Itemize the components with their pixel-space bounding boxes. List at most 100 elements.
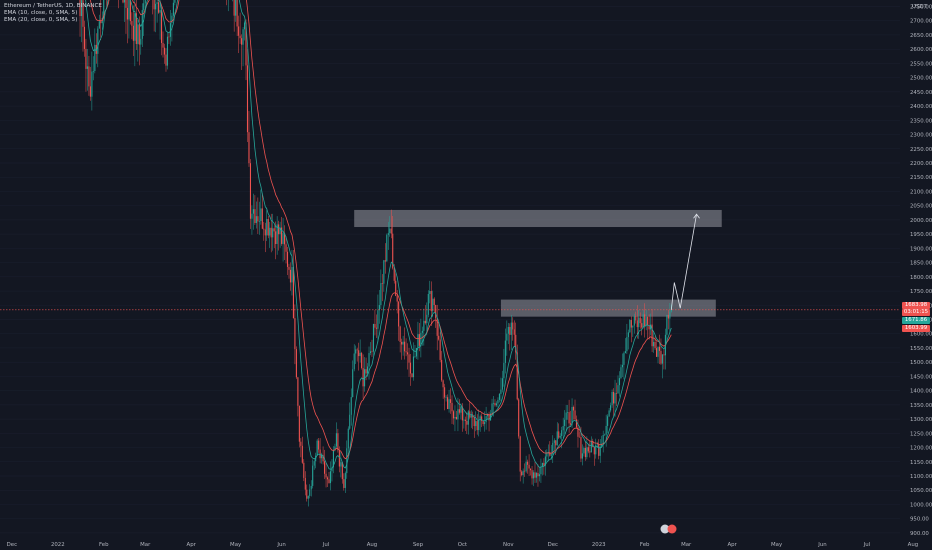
candle-body xyxy=(414,356,416,358)
candle-body xyxy=(567,412,569,413)
price-tick-label: 2050.00 xyxy=(910,204,932,210)
candle-body xyxy=(347,428,349,449)
candle-body xyxy=(427,293,429,315)
price-tick-label: 1100.00 xyxy=(910,474,932,480)
candle-body xyxy=(275,231,277,244)
zones xyxy=(354,209,722,317)
candle-body xyxy=(587,447,589,452)
candle-body xyxy=(455,416,458,420)
candle-body xyxy=(488,414,490,421)
candle-body xyxy=(261,208,263,229)
candle-body xyxy=(243,22,246,30)
candle-body xyxy=(328,479,330,484)
price-tick-label: 2250.00 xyxy=(910,147,932,153)
candle-body xyxy=(125,0,127,8)
candle-body xyxy=(506,333,508,341)
candle-body xyxy=(300,441,302,446)
candle-body xyxy=(584,447,586,458)
candle-body xyxy=(343,479,345,488)
price-tick-label: 1800.00 xyxy=(910,275,932,281)
time-tick-label: Apr xyxy=(187,542,197,548)
candle-body xyxy=(460,406,462,413)
candle-body xyxy=(621,364,623,368)
time-tick-label: Jul xyxy=(863,542,871,548)
candle-body xyxy=(143,3,145,11)
candle-body xyxy=(235,0,237,16)
candle-body xyxy=(531,470,533,479)
tradingview-logo-icon[interactable] xyxy=(660,524,678,534)
candle-body xyxy=(540,466,542,475)
candle-body xyxy=(436,318,438,336)
candle-body xyxy=(657,346,659,357)
candle-body xyxy=(338,450,340,467)
candle-body xyxy=(627,332,629,338)
candle-body xyxy=(476,421,478,431)
legend-ema-slow: EMA (20, close, 0, SMA, 5) xyxy=(4,17,78,23)
candle-body xyxy=(558,431,560,438)
candle-body xyxy=(340,462,342,467)
candle-body xyxy=(165,54,167,66)
resistance-zone xyxy=(500,299,716,317)
ema-lines xyxy=(85,0,672,470)
candle-body xyxy=(131,21,133,26)
candle-body xyxy=(316,440,318,456)
price-tick-label: 1150.00 xyxy=(910,460,932,466)
candle-body xyxy=(666,314,668,335)
time-tick-label: Sep xyxy=(413,542,424,548)
price-tick-label: 1600.00 xyxy=(910,332,932,338)
candle-body xyxy=(171,15,173,24)
candle-body xyxy=(604,434,606,436)
candle-body xyxy=(390,228,392,234)
candle-body xyxy=(669,311,671,319)
candle-body xyxy=(648,325,650,330)
candle-body xyxy=(654,341,656,349)
candle-body xyxy=(448,399,450,410)
candle-body xyxy=(667,314,669,319)
candle-body xyxy=(635,316,637,321)
candle-body xyxy=(365,369,367,374)
candle-body xyxy=(374,324,376,328)
candle-body xyxy=(433,298,435,305)
price-tick-label: 2550.00 xyxy=(910,61,932,67)
candle-body xyxy=(611,391,613,406)
candle-body xyxy=(610,405,612,411)
candle-body xyxy=(623,353,625,365)
candle-body xyxy=(371,351,373,352)
candle-body xyxy=(454,416,456,419)
candle-body xyxy=(633,316,635,326)
price-tick-label: 2100.00 xyxy=(910,189,932,195)
candle-body xyxy=(439,339,441,360)
candle-body xyxy=(530,468,532,471)
projection-arrowhead xyxy=(693,213,700,219)
candle-body xyxy=(276,224,278,244)
candle-body xyxy=(307,495,309,499)
candle-body xyxy=(404,341,406,352)
candle-body xyxy=(617,385,619,394)
price-tick-label: 1850.00 xyxy=(910,261,932,267)
candle-body xyxy=(424,320,426,324)
candle-body xyxy=(613,391,615,404)
candle-body xyxy=(494,403,496,406)
candle-body xyxy=(138,24,140,45)
candle-body xyxy=(135,13,137,44)
candle-body xyxy=(168,36,170,38)
candle-body xyxy=(242,29,244,45)
candle-body xyxy=(553,440,555,443)
candle-body xyxy=(650,324,652,330)
time-tick-label: Aug xyxy=(908,542,919,548)
candle-body xyxy=(272,228,274,238)
candle-body xyxy=(449,399,452,403)
time-tick-label: Dec xyxy=(7,542,17,548)
candle-body xyxy=(263,228,265,230)
candle-body xyxy=(492,403,495,404)
candle-body xyxy=(249,163,252,219)
candle-body xyxy=(301,445,303,463)
candle-body xyxy=(174,0,176,3)
ema-slow-tag: 1603.99 xyxy=(902,325,930,332)
time-tick-label: Dec xyxy=(548,542,558,548)
candle-body xyxy=(366,366,369,374)
candle-body xyxy=(254,209,256,224)
candle-body xyxy=(503,362,505,379)
candle-body xyxy=(535,472,538,478)
